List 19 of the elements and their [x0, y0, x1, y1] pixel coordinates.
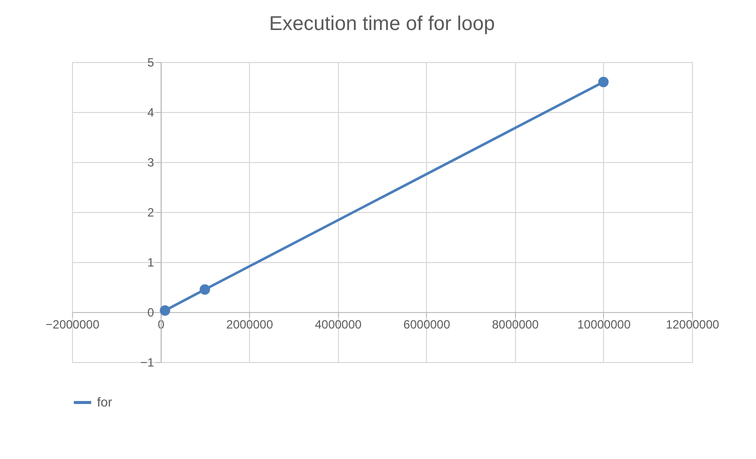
- y-tick-label: 2: [147, 206, 154, 220]
- y-tick-label: 4: [147, 106, 154, 120]
- x-tick-label: −2000000: [46, 318, 100, 332]
- x-tick-label: 10000000: [577, 318, 631, 332]
- x-tick-label: 4000000: [314, 318, 362, 332]
- y-tick-label: 1: [147, 256, 154, 270]
- y-tick-label: −1: [140, 356, 154, 370]
- y-tick-label: 5: [147, 56, 154, 70]
- y-tick-label: 3: [147, 156, 154, 170]
- x-tick-label: 8000000: [492, 318, 540, 332]
- point: [200, 284, 210, 295]
- x-tick-label: 2000000: [226, 318, 274, 332]
- y-tick-label: 0: [147, 306, 154, 320]
- x-tick-label: 12000000: [666, 318, 720, 332]
- legend-label: for: [97, 394, 113, 410]
- chart-title: Execution time of for loop: [269, 13, 495, 35]
- point: [160, 305, 170, 316]
- point: [598, 76, 609, 88]
- x-tick-label: 6000000: [403, 318, 450, 332]
